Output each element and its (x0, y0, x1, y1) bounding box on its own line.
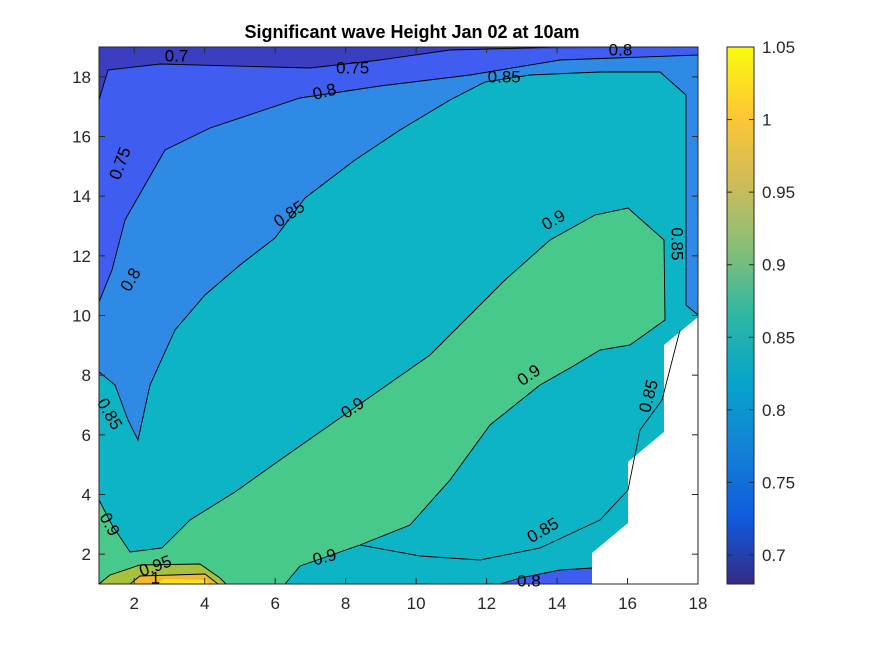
colorbar (727, 47, 754, 584)
contour-region-0.85 (99, 72, 698, 584)
missing-data-region (592, 317, 698, 584)
x-axis: 2 4 6 8 10 12 14 16 18 (130, 47, 708, 613)
y-tick-label: 12 (72, 247, 91, 266)
contour-line-0.7 (99, 47, 561, 101)
y-tick-label: 10 (72, 307, 91, 326)
colorbar-tick-label: 0.9 (762, 256, 786, 275)
chart-title: Significant wave Height Jan 02 at 10am (244, 22, 579, 42)
colorbar-tick-label: 0.75 (762, 473, 795, 492)
contour-label: 0.85 (667, 227, 686, 260)
colorbar-tick-label: 1 (762, 111, 771, 130)
contour-label: 0.8 (517, 572, 541, 591)
contour-region-0.9 (99, 208, 665, 584)
contour-label: 0.75 (336, 58, 369, 77)
contour-line-0.9 (99, 207, 666, 584)
contour-label: 0.8 (609, 40, 633, 59)
x-tick-label: 14 (548, 594, 567, 613)
y-tick-label: 2 (82, 545, 91, 564)
x-tick-label: 16 (618, 594, 637, 613)
contour-line-1.0 (129, 573, 219, 584)
x-tick-label: 6 (270, 594, 279, 613)
contour-label: 0.85 (488, 67, 521, 86)
colorbar-axis: 0.7 0.75 0.8 0.85 0.9 0.95 1 1.05 (727, 38, 795, 565)
contour-label: 1 (151, 569, 160, 588)
contour-line-0.95 (99, 563, 227, 584)
contour-region-1.05 (155, 579, 210, 584)
y-tick-label: 4 (82, 486, 91, 505)
colorbar-frame (726, 46, 755, 585)
contour-fill-layers (99, 47, 698, 584)
x-tick-label: 10 (407, 594, 426, 613)
y-tick-label: 8 (82, 366, 91, 385)
y-axis: 2 4 6 8 10 12 14 16 18 (72, 68, 698, 564)
contour-lines (99, 47, 698, 584)
y-tick-label: 18 (72, 68, 91, 87)
contour-line-0.85 (99, 71, 698, 442)
y-tick-label: 6 (82, 426, 91, 445)
colorbar-tick-label: 0.85 (762, 328, 795, 347)
x-tick-label: 12 (477, 594, 496, 613)
contour-line-0.8-bottom (499, 567, 593, 584)
x-tick-label: 2 (130, 594, 139, 613)
y-tick-label: 16 (72, 128, 91, 147)
colorbar-tick-label: 1.05 (762, 38, 795, 57)
contour-region-low-bottom (500, 568, 592, 584)
contour-line-0.85-bottom (359, 329, 681, 561)
colorbar-tick-label: 0.7 (762, 546, 786, 565)
contour-label: 0.7 (165, 46, 189, 65)
colorbar-tick-label: 0.95 (762, 183, 795, 202)
y-tick-label: 14 (72, 187, 91, 206)
contour-line-0.75 (99, 54, 698, 303)
x-tick-label: 8 (341, 594, 350, 613)
colorbar-tick-label: 0.8 (762, 401, 786, 420)
x-tick-label: 18 (689, 594, 708, 613)
x-tick-label: 4 (200, 594, 209, 613)
